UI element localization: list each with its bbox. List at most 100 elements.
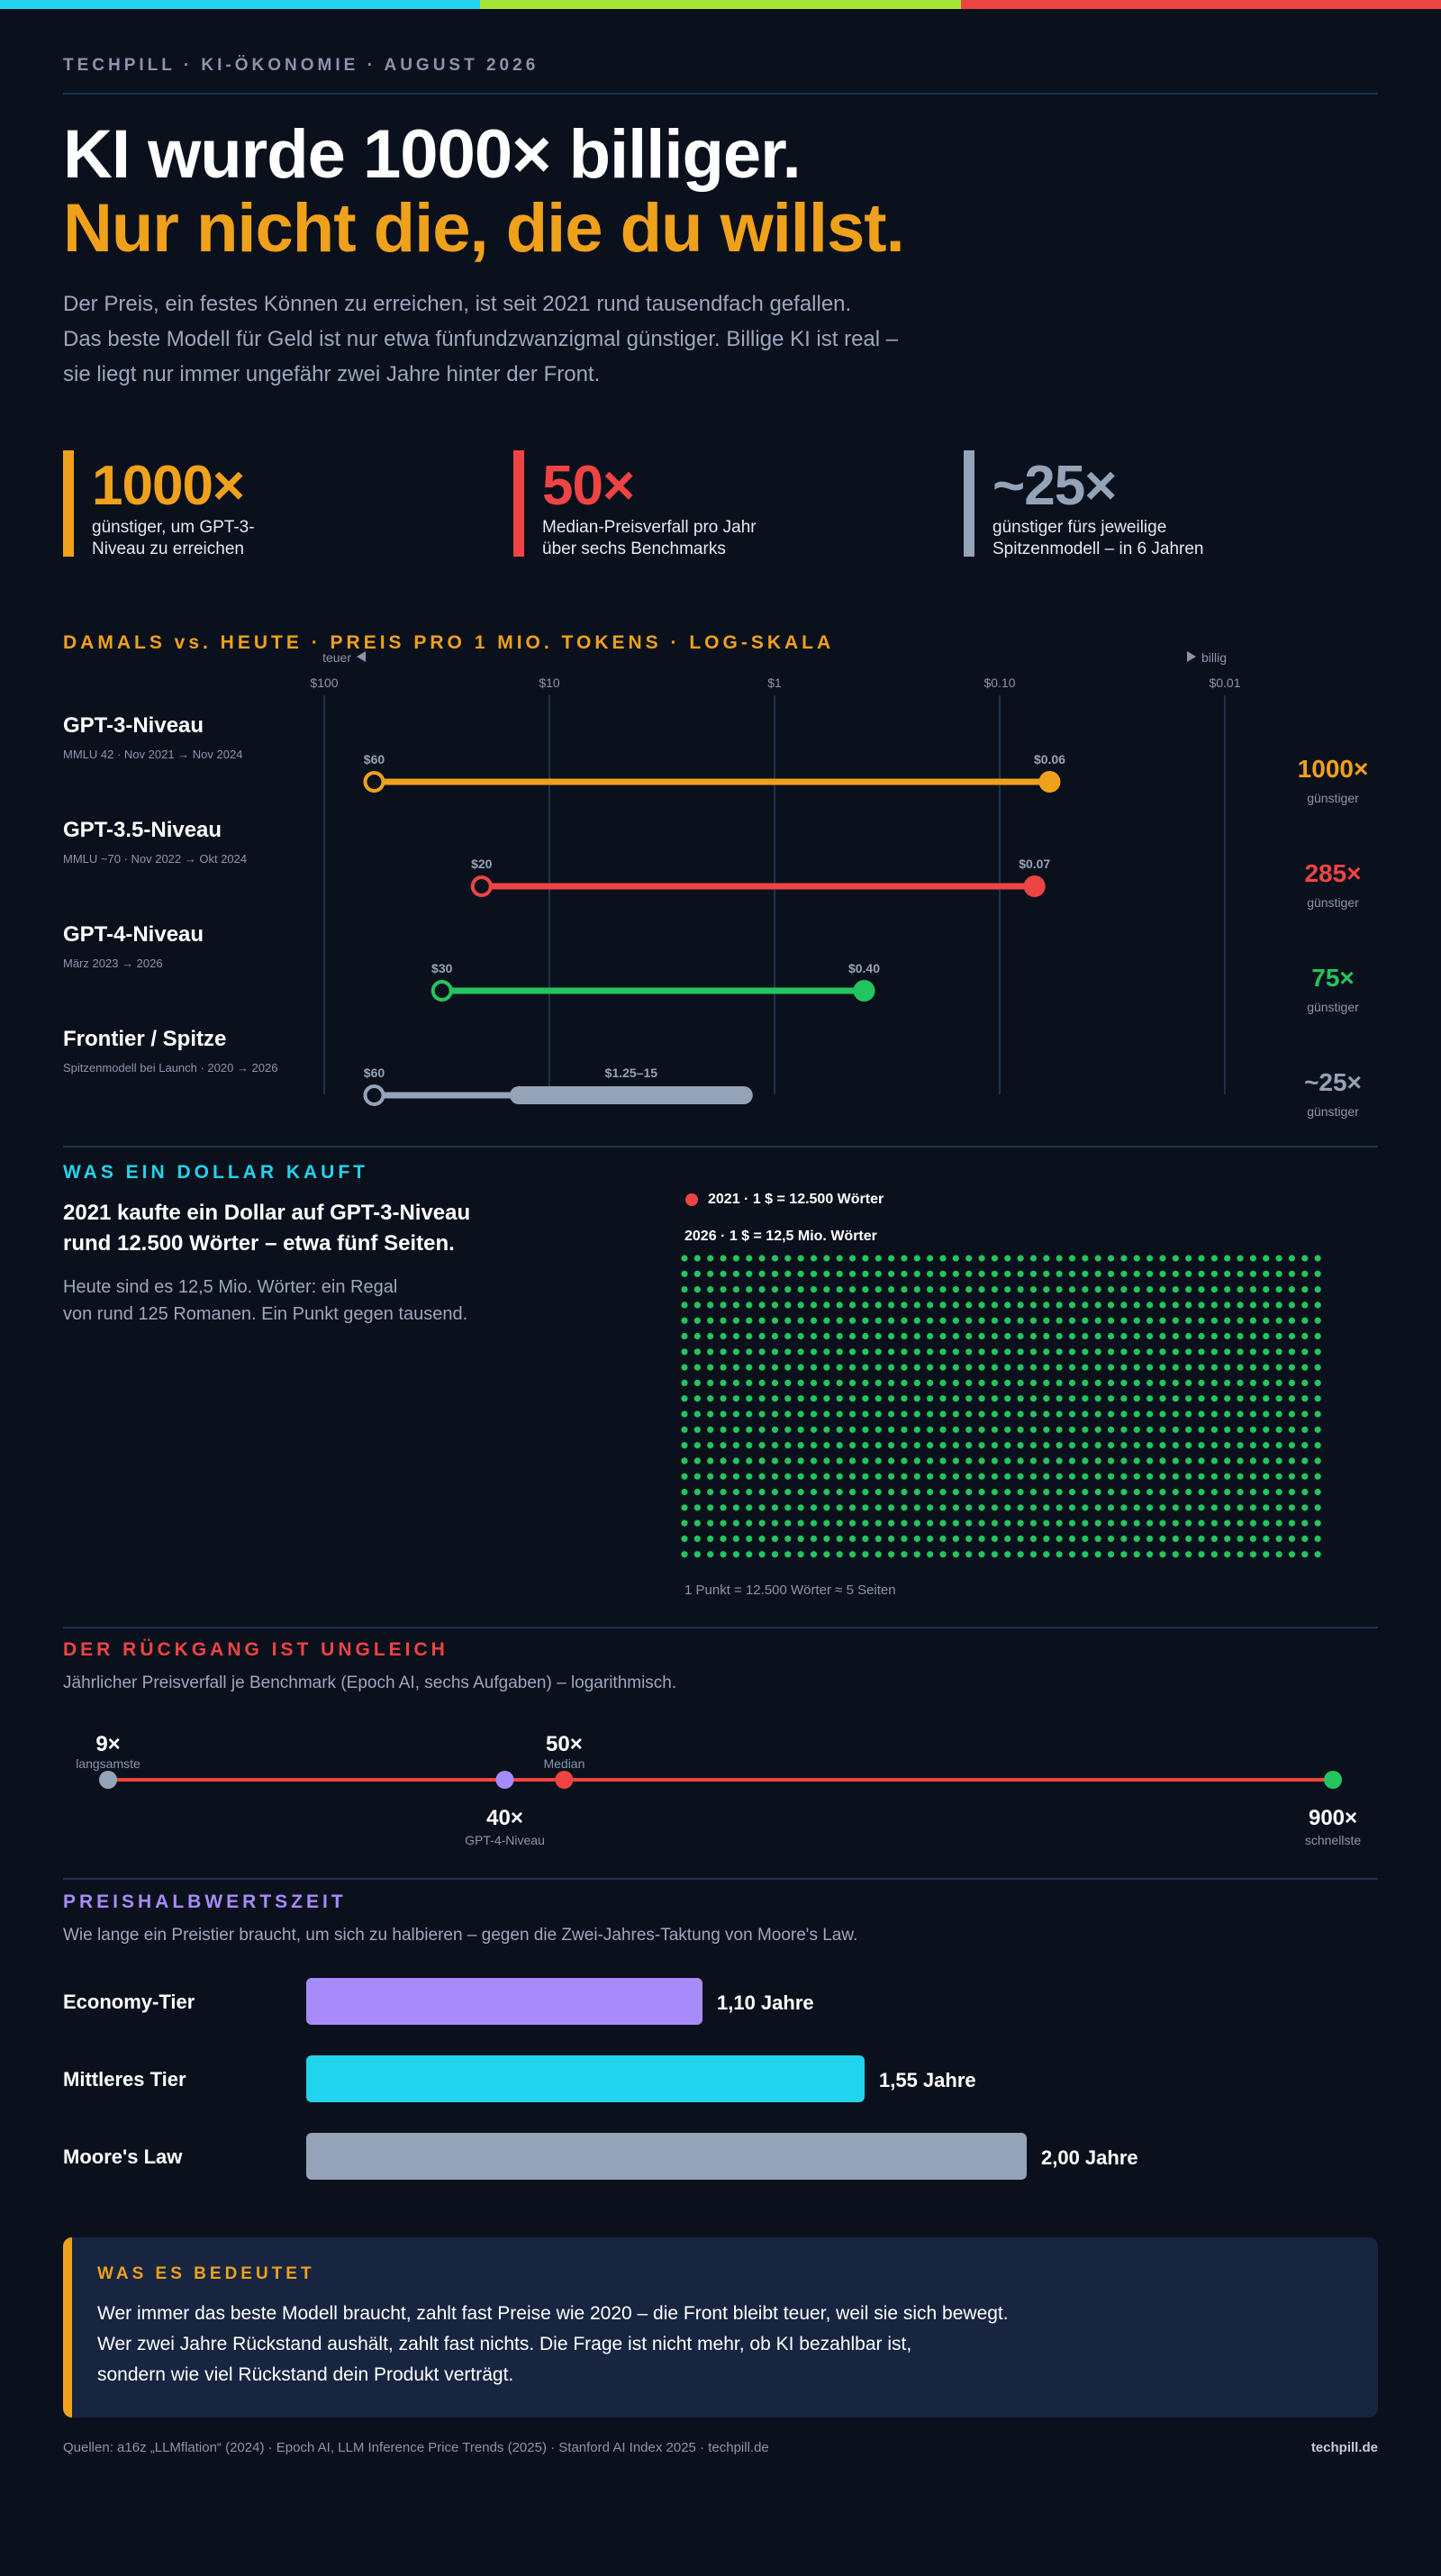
word-dot <box>1275 1473 1282 1480</box>
word-dot <box>1159 1519 1166 1527</box>
word-dot <box>1043 1457 1050 1465</box>
word-dot <box>1237 1551 1244 1558</box>
word-dot <box>1237 1317 1244 1324</box>
word-dot <box>836 1348 843 1356</box>
word-dot <box>681 1302 688 1309</box>
legend-2026: 2026 · 1 $ = 12,5 Mio. Wörter <box>684 1229 877 1244</box>
word-dot <box>978 1473 985 1480</box>
word-dot <box>1082 1551 1089 1558</box>
word-dot <box>952 1488 959 1496</box>
word-dot <box>875 1457 882 1465</box>
word-dot <box>1301 1348 1309 1356</box>
word-dot <box>1133 1488 1140 1496</box>
word-dot <box>1172 1426 1179 1433</box>
word-dot <box>836 1332 843 1340</box>
word-dot <box>1275 1379 1282 1386</box>
word-dot <box>681 1519 688 1527</box>
word-dot <box>901 1332 908 1340</box>
dollar-text-line: von rund 125 Romanen. Ein Punkt gegen ta… <box>63 1304 468 1324</box>
word-dot <box>1185 1442 1192 1449</box>
word-dot <box>848 1504 856 1511</box>
word-dot <box>1068 1317 1076 1324</box>
word-dot <box>939 1426 947 1433</box>
word-dot <box>1301 1442 1309 1449</box>
word-dot <box>1210 1332 1218 1340</box>
word-dot <box>1314 1473 1321 1480</box>
word-dot <box>913 1286 920 1293</box>
word-dot <box>720 1442 727 1449</box>
word-dot <box>1017 1286 1024 1293</box>
word-dot <box>848 1395 856 1402</box>
word-dot <box>810 1317 818 1324</box>
section-subtitle-halflife: Wie lange ein Preistier braucht, um sich… <box>63 1926 858 1945</box>
word-dot <box>1133 1286 1140 1293</box>
word-dot <box>1068 1457 1076 1465</box>
word-dot <box>875 1255 882 1262</box>
word-dot <box>927 1348 934 1356</box>
word-dot <box>681 1395 688 1402</box>
word-dot <box>888 1395 895 1402</box>
word-dot <box>888 1488 895 1496</box>
word-dot <box>1172 1270 1179 1277</box>
word-dot <box>836 1535 843 1542</box>
word-dot <box>1017 1442 1024 1449</box>
word-dot <box>978 1317 985 1324</box>
word-dot <box>1237 1286 1244 1293</box>
word-dot <box>1185 1426 1192 1433</box>
word-dot <box>1004 1348 1011 1356</box>
word-dot <box>1249 1504 1256 1511</box>
word-dot <box>746 1488 753 1496</box>
word-dot <box>1301 1302 1309 1309</box>
word-dot <box>707 1551 714 1558</box>
word-dot <box>1029 1317 1038 1324</box>
word-dot <box>1068 1379 1076 1386</box>
word-dot <box>927 1504 934 1511</box>
word-dot <box>901 1535 908 1542</box>
word-dot <box>1068 1504 1076 1511</box>
word-dot <box>875 1379 882 1386</box>
start-price-label: $30 <box>431 961 453 975</box>
word-dot <box>1237 1457 1244 1465</box>
word-dot <box>1198 1317 1205 1324</box>
word-dot <box>1056 1270 1063 1277</box>
word-dot <box>991 1270 998 1277</box>
word-dot <box>1029 1348 1038 1356</box>
word-dot <box>1107 1302 1115 1309</box>
word-dot <box>848 1410 856 1418</box>
word-dot <box>1249 1519 1256 1527</box>
word-dot <box>1301 1551 1309 1558</box>
word-dot <box>913 1473 920 1480</box>
word-dot <box>862 1395 869 1402</box>
word-dot <box>1133 1395 1140 1402</box>
word-dot <box>1029 1302 1038 1309</box>
word-dot <box>991 1504 998 1511</box>
word-dot <box>1146 1504 1154 1511</box>
word-dot <box>1263 1504 1270 1511</box>
word-dot <box>810 1442 818 1449</box>
word-dot <box>1159 1379 1166 1386</box>
word-dot <box>784 1519 792 1527</box>
word-dot <box>939 1504 947 1511</box>
word-dot <box>927 1379 934 1386</box>
word-dot <box>1249 1473 1256 1480</box>
word-dot <box>875 1302 882 1309</box>
word-dot <box>888 1535 895 1542</box>
word-dot <box>888 1457 895 1465</box>
halflife-bar <box>306 2055 865 2102</box>
word-dot <box>1120 1364 1128 1371</box>
callout-line: sondern wie viel Rückstand dein Produkt … <box>97 2364 514 2385</box>
word-dot <box>1133 1255 1140 1262</box>
callout-accent-bar <box>63 2237 72 2417</box>
word-dot <box>991 1551 998 1558</box>
word-dot <box>1185 1348 1192 1356</box>
word-dot <box>693 1286 701 1293</box>
word-dot <box>1172 1519 1179 1527</box>
word-dot <box>810 1270 818 1277</box>
dumbbell-chart: $100 $10 $1 $0.10 $0.01 teuer billig $0.06 $60 $0… <box>310 650 1241 1106</box>
word-dot <box>732 1457 739 1465</box>
word-dot <box>978 1332 985 1340</box>
word-dot <box>681 1332 688 1340</box>
word-dot <box>913 1519 920 1527</box>
word-dot <box>1068 1332 1076 1340</box>
word-dot <box>810 1426 818 1433</box>
